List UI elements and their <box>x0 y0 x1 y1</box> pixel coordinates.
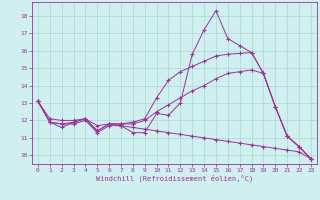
X-axis label: Windchill (Refroidissement éolien,°C): Windchill (Refroidissement éolien,°C) <box>96 175 253 182</box>
